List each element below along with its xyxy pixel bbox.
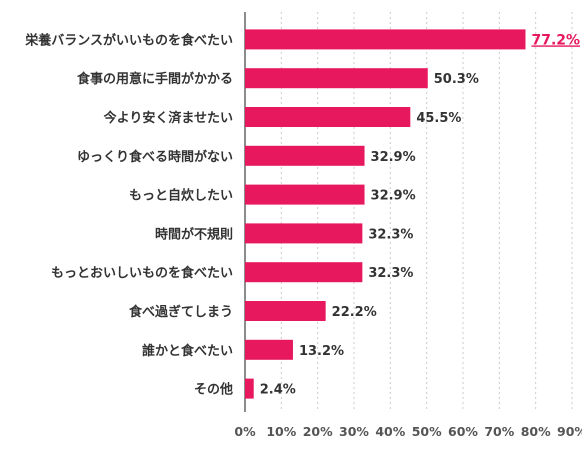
x-tick-label-20: 20% [303, 424, 333, 439]
value-label-1: 50.3% [434, 72, 479, 87]
x-tick-label-0: 0% [234, 424, 256, 439]
category-labels: 栄養バランスがいいものを食べたい食事の用意に手間がかかる今より安く済ませたいゆっ… [24, 32, 233, 397]
x-tick-label-80: 80% [521, 424, 551, 439]
x-tick-label-50: 50% [412, 424, 442, 439]
x-tick-label-70: 70% [484, 424, 514, 439]
x-tick-label-90: 90% [557, 424, 582, 439]
category-label-6: もっとおいしいものを食べたい [51, 265, 233, 281]
category-label-0: 栄養バランスがいいものを食べたい [24, 32, 233, 48]
category-label-7: 食べ過ぎてしまう [129, 304, 233, 320]
bar-8 [245, 339, 293, 360]
bar-6 [245, 262, 363, 283]
category-label-3: ゆっくり食べる時間がない [77, 149, 233, 165]
bar-2 [245, 107, 411, 127]
category-label-1: 食事の用意に手間がかかる [77, 71, 233, 87]
category-label-8: 誰かと食べたい [142, 343, 233, 359]
value-labels: 77.2% 50.3% 45.5% 32.9% 32.9% 32.3% 32.3% 22.2%… [260, 32, 580, 397]
bar-9 [245, 378, 254, 399]
bars [245, 29, 526, 399]
value-label-6: 32.3% [368, 266, 413, 281]
value-label-8: 13.2% [299, 344, 344, 359]
x-tick-label-30: 30% [339, 424, 369, 439]
x-tick-labels: 0% 10% 20% 30% 40% 50% 60% 70% 80% 90% [234, 424, 582, 439]
x-tick-label-10: 10% [266, 424, 296, 439]
value-label-7: 22.2% [332, 305, 377, 320]
value-label-2: 45.5% [416, 111, 461, 126]
category-label-4: もっと自炊したい [129, 188, 233, 204]
category-label-2: 今より安く済ませたい [103, 110, 233, 126]
bar-7 [245, 301, 326, 321]
value-label-5: 32.3% [368, 227, 413, 242]
category-label-9: その他 [194, 382, 233, 398]
bar-1 [245, 68, 428, 89]
bar-4 [245, 184, 365, 205]
category-label-5: 時間が不規則 [155, 226, 233, 242]
value-label-4: 32.9% [371, 189, 416, 204]
bar-0 [245, 29, 526, 50]
bar-5 [245, 223, 363, 244]
x-tick-label-60: 60% [448, 424, 478, 439]
value-label-3: 32.9% [371, 150, 416, 165]
x-tick-label-40: 40% [375, 424, 405, 439]
bar-3 [245, 145, 365, 166]
value-label-9: 2.4% [260, 383, 296, 398]
value-label-0: 77.2% [531, 32, 580, 48]
